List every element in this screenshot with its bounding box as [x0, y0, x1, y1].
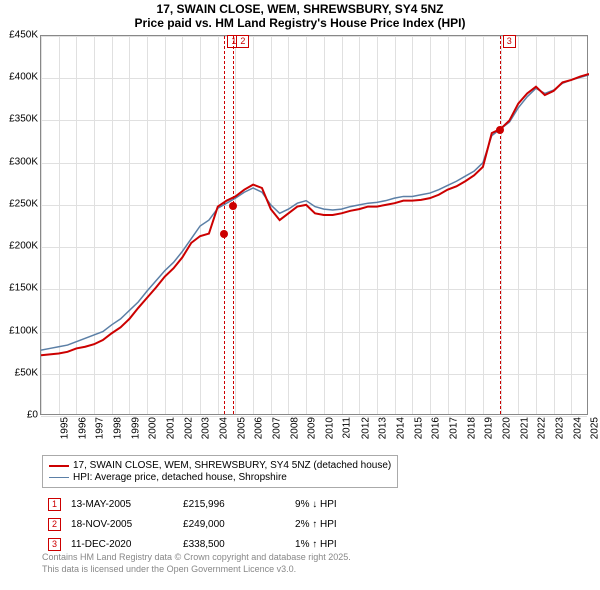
ytick-label: £250K — [2, 198, 38, 209]
ytick-label: £150K — [2, 283, 38, 294]
xtick-label: 2012 — [360, 417, 371, 439]
legend-swatch — [49, 465, 69, 467]
xtick-label: 2014 — [395, 417, 406, 439]
xtick-label: 1995 — [59, 417, 70, 439]
marker-point — [220, 230, 228, 238]
xtick-label: 2007 — [271, 417, 282, 439]
marker-row: 2 18-NOV-2005£249,0002% ↑ HPI — [44, 515, 341, 533]
xtick-label: 2011 — [341, 417, 352, 439]
legend-label: HPI: Average price, detached house, Shro… — [73, 472, 287, 483]
marker-label: 2 — [236, 35, 249, 48]
xtick-label: 2022 — [537, 417, 548, 439]
xtick-label: 2010 — [324, 417, 335, 439]
marker-vline — [224, 36, 225, 414]
xtick-label: 1998 — [112, 417, 123, 439]
marker-point — [229, 202, 237, 210]
ytick-label: £400K — [2, 72, 38, 83]
legend-item: HPI: Average price, detached house, Shro… — [49, 472, 391, 483]
marker-point — [496, 126, 504, 134]
xtick-label: 2003 — [201, 417, 212, 439]
marker-date: 13-MAY-2005 — [67, 495, 177, 513]
footer: Contains HM Land Registry data © Crown c… — [42, 552, 351, 575]
xtick-label: 2023 — [554, 417, 565, 439]
xtick-label: 2009 — [307, 417, 318, 439]
marker-vline — [233, 36, 234, 414]
footer-line-2: This data is licensed under the Open Gov… — [42, 564, 351, 576]
marker-delta: 9% ↓ HPI — [291, 495, 341, 513]
marker-delta: 2% ↑ HPI — [291, 515, 341, 533]
marker-delta: 1% ↑ HPI — [291, 535, 341, 553]
xtick-label: 2020 — [501, 417, 512, 439]
marker-row: 3 11-DEC-2020£338,5001% ↑ HPI — [44, 535, 341, 553]
legend-label: 17, SWAIN CLOSE, WEM, SHREWSBURY, SY4 5N… — [73, 460, 391, 471]
xtick-label: 2019 — [484, 417, 495, 439]
ytick-label: £350K — [2, 114, 38, 125]
series-red — [41, 74, 589, 355]
legend-item: 17, SWAIN CLOSE, WEM, SHREWSBURY, SY4 5N… — [49, 460, 391, 471]
xtick-label: 2017 — [448, 417, 459, 439]
ytick-label: £450K — [2, 30, 38, 41]
xtick-label: 1996 — [77, 417, 88, 439]
marker-date: 11-DEC-2020 — [67, 535, 177, 553]
xtick-label: 2000 — [148, 417, 159, 439]
legend: 17, SWAIN CLOSE, WEM, SHREWSBURY, SY4 5N… — [42, 455, 398, 488]
xtick-label: 2002 — [183, 417, 194, 439]
xtick-label: 2021 — [519, 417, 530, 439]
xtick-label: 2013 — [377, 417, 388, 439]
marker-table: 1 13-MAY-2005£215,9969% ↓ HPI 2 18-NOV-2005… — [42, 493, 343, 555]
xtick-label: 2015 — [413, 417, 424, 439]
title-block: 17, SWAIN CLOSE, WEM, SHREWSBURY, SY4 5N… — [0, 0, 600, 30]
footer-line-1: Contains HM Land Registry data © Crown c… — [42, 552, 351, 564]
xtick-label: 2006 — [254, 417, 265, 439]
marker-vline — [500, 36, 501, 414]
ytick-label: £300K — [2, 156, 38, 167]
marker-num: 2 — [48, 518, 61, 531]
xtick-label: 2016 — [430, 417, 441, 439]
chart-container: 17, SWAIN CLOSE, WEM, SHREWSBURY, SY4 5N… — [0, 0, 600, 590]
xtick-label: 2001 — [165, 417, 176, 439]
xtick-label: 1999 — [130, 417, 141, 439]
marker-price: £215,996 — [179, 495, 289, 513]
marker-label: 3 — [503, 35, 516, 48]
ytick-label: £0 — [2, 410, 38, 421]
xtick-label: 2025 — [590, 417, 600, 439]
title-line-2: Price paid vs. HM Land Registry's House … — [0, 16, 600, 30]
xtick-label: 1997 — [95, 417, 106, 439]
plot-area: 123 — [40, 35, 588, 415]
xtick-label: 2018 — [466, 417, 477, 439]
title-line-1: 17, SWAIN CLOSE, WEM, SHREWSBURY, SY4 5N… — [0, 2, 600, 16]
ytick-label: £200K — [2, 241, 38, 252]
xtick-label: 2008 — [289, 417, 300, 439]
xtick-label: 2004 — [218, 417, 229, 439]
marker-row: 1 13-MAY-2005£215,9969% ↓ HPI — [44, 495, 341, 513]
marker-num: 3 — [48, 538, 61, 551]
marker-date: 18-NOV-2005 — [67, 515, 177, 533]
series-svg — [41, 36, 589, 416]
xtick-label: 2024 — [572, 417, 583, 439]
marker-price: £249,000 — [179, 515, 289, 533]
marker-num: 1 — [48, 498, 61, 511]
ytick-label: £50K — [2, 367, 38, 378]
legend-swatch — [49, 477, 69, 479]
marker-price: £338,500 — [179, 535, 289, 553]
ytick-label: £100K — [2, 325, 38, 336]
xtick-label: 2005 — [236, 417, 247, 439]
